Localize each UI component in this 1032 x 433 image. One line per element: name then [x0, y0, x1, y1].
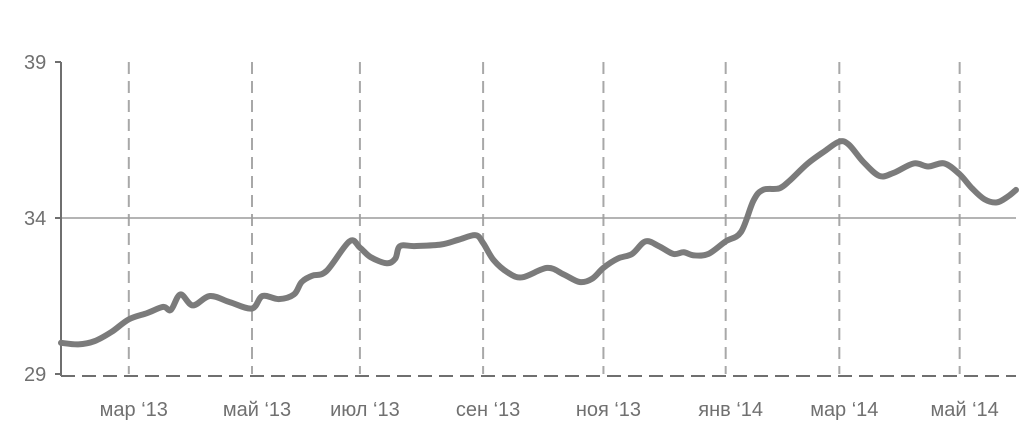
axes-layer: [55, 61, 1016, 377]
x-tick-label-1: май ‘13: [223, 399, 291, 421]
series-layer: [58, 138, 1019, 348]
x-tick-label-7: май ‘14: [931, 399, 999, 421]
x-tick-label-2: июл ‘13: [330, 399, 400, 421]
series-line-0: [58, 138, 1019, 348]
y-tick-label-1: 34: [24, 208, 46, 230]
x-tick-label-5: янв ‘14: [698, 399, 763, 421]
y-tick-label-0: 39: [24, 52, 46, 74]
tick-labels-layer: 39 34 29 мар ‘13 май ‘13 июл ‘13 сен ‘13 ноя ‘1…: [24, 52, 999, 421]
x-tick-label-3: сен ‘13: [456, 399, 520, 421]
y-tick-label-2: 29: [24, 364, 46, 386]
x-tick-label-6: мар ‘14: [810, 399, 878, 421]
x-tick-label-0: мар ‘13: [100, 399, 168, 421]
x-tick-label-4: ноя ‘13: [576, 399, 641, 421]
